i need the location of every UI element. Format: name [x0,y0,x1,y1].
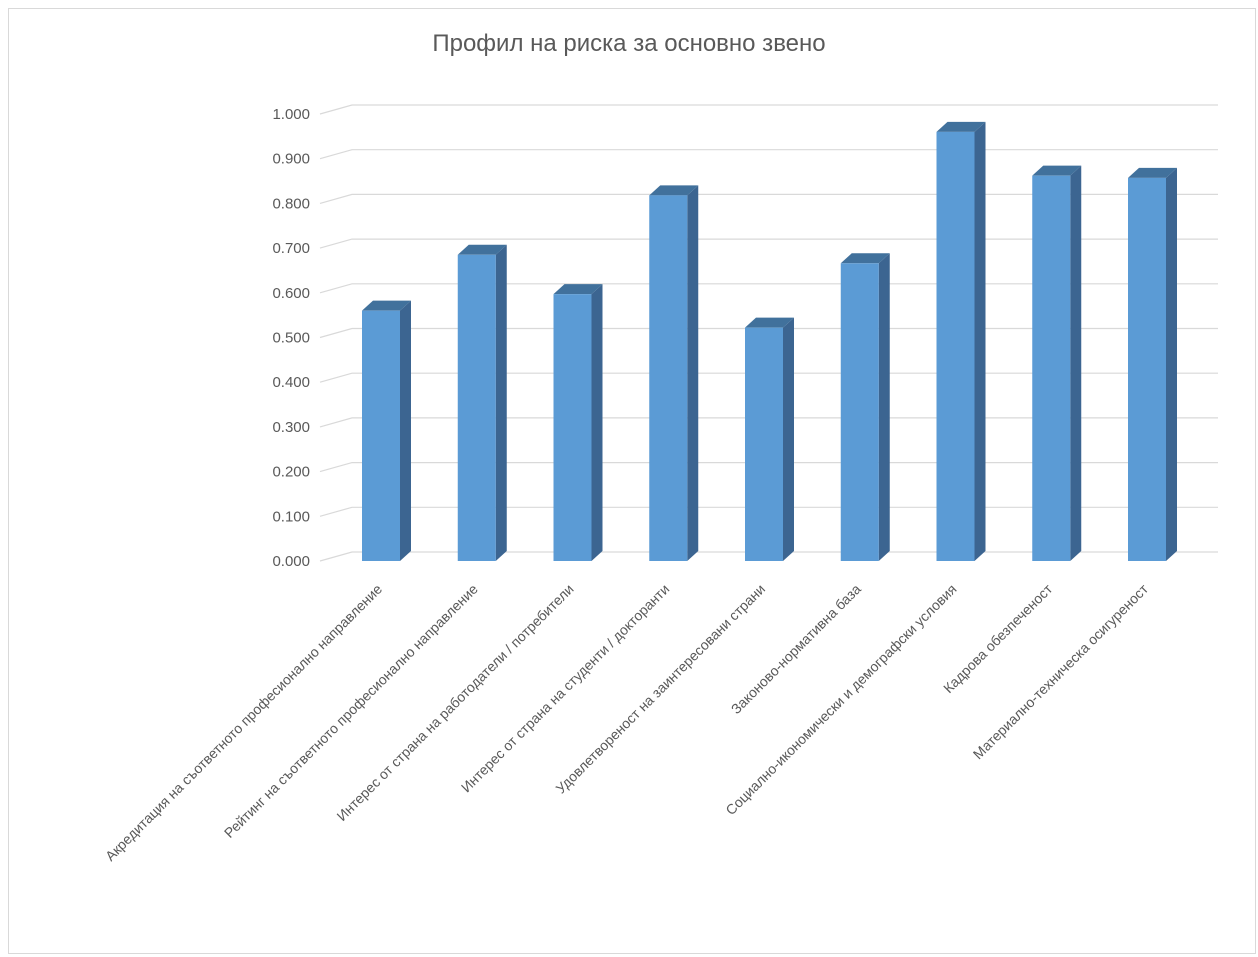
bar-top [362,300,411,311]
bar-front [1128,177,1166,561]
x-axis-labels: Акредитация на съответното професионално… [102,580,1152,864]
gridline [319,417,1218,428]
bar [457,244,507,561]
y-tick-label: 0.500 [272,330,310,347]
bar-front [457,254,496,561]
bar-side [1070,165,1082,561]
gridline [319,372,1218,383]
bar-front [649,195,688,561]
y-tick-label: 0.300 [272,419,310,436]
bar-top [649,185,699,196]
bar-top [553,284,603,295]
y-tick-label: 0.000 [272,553,310,570]
bar-side [591,284,603,561]
bar [840,253,890,561]
gridline [319,506,1218,517]
y-tick-label: 0.600 [272,285,310,302]
bar [362,300,411,561]
bar-front [840,263,879,561]
gridline [319,149,1218,160]
bar-front [745,327,783,561]
bar-side [495,244,507,561]
x-category-label: Интерес от страна на студенти / докторан… [458,581,673,796]
bar-side [878,253,890,561]
bar-front [936,131,975,561]
bar [649,185,699,561]
gridline [319,551,1218,562]
bar [936,121,986,561]
y-tick-label: 1.000 [272,106,310,123]
bar-top [936,121,986,132]
y-axis-ticks: 0.000 0.100 0.200 0.300 0.400 0.500 0.600 0.700… [272,106,310,570]
bar-side [400,300,411,561]
bar-side [783,317,794,561]
gridline [319,327,1218,339]
y-tick-label: 0.900 [272,151,310,168]
chart-title: Профил на риска за основно звено [432,30,826,57]
bars [362,121,1177,561]
y-tick-label: 0.400 [272,374,310,391]
bar-side [1166,167,1177,561]
x-category-label: Кадрова обезпеченост [940,580,1056,696]
bar-front [1032,175,1071,561]
x-category-label: Материално-техническа осигуреност [970,580,1152,762]
bar-front [362,310,400,561]
bar [553,284,603,561]
bar-top [457,244,507,255]
bar-side [687,185,699,561]
y-tick-label: 0.200 [272,464,310,481]
gridline [319,283,1218,294]
bar-side [974,121,986,561]
gridlines [319,104,1218,562]
bar-top [840,253,890,264]
bar-front [553,294,592,561]
bar-top [745,317,794,328]
bar [745,317,794,561]
gridline [319,193,1218,204]
x-category-label: Социално-икономически и демографски усло… [722,581,959,818]
bar-top [1128,167,1177,178]
bar [1032,165,1082,561]
bar [1128,167,1177,561]
gridline [319,104,1218,115]
gridline [319,238,1218,249]
y-tick-label: 0.700 [272,240,310,257]
gridline [319,462,1218,473]
y-tick-label: 0.800 [272,195,310,212]
y-tick-label: 0.100 [272,508,310,525]
bar-top [1032,165,1082,176]
x-category-label: Удовлетвореност на заинтересовани страни [552,581,768,797]
